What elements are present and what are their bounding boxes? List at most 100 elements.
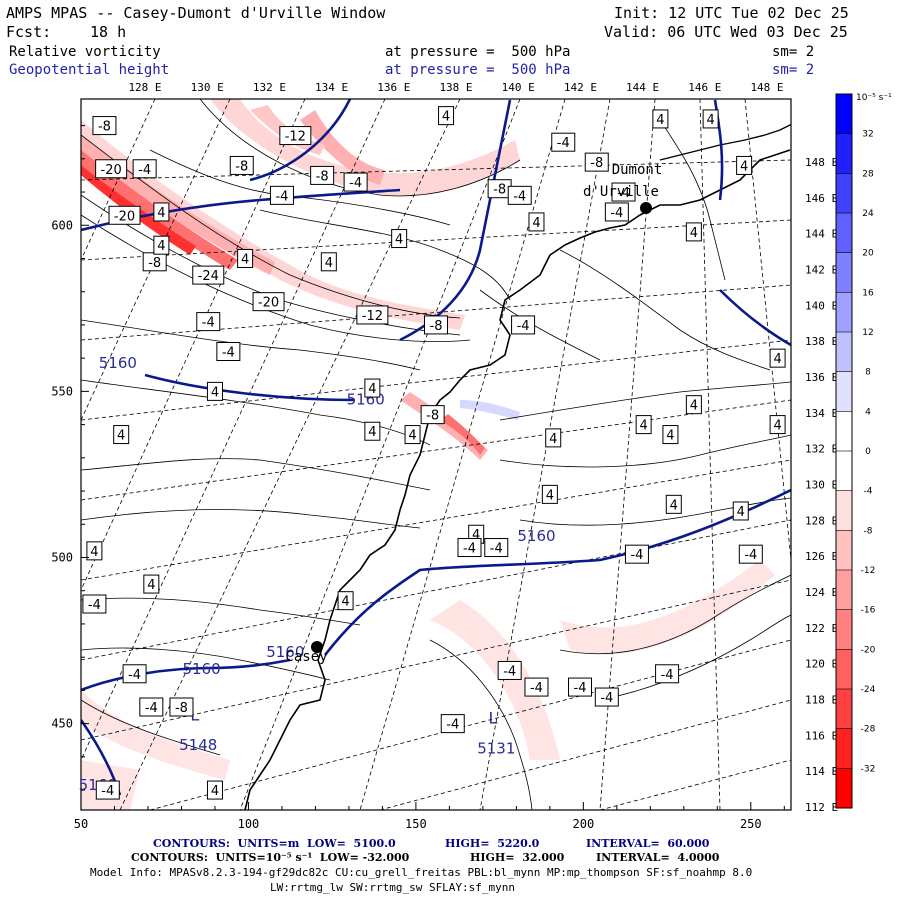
vorticity-label: 4 [113, 425, 130, 445]
vorticity-label-text: -4 [88, 598, 101, 613]
colorbar-segment [836, 213, 852, 254]
footer-vort-contours: CONTOURS: UNITS=10⁻⁵ s⁻¹ LOW= -32.000 [131, 851, 410, 864]
colorbar-segment [836, 570, 852, 611]
vorticity-label: -4 [497, 660, 522, 680]
y-tick-label: 450 [51, 717, 73, 731]
vorticity-label: 4 [635, 415, 652, 435]
vorticity-label: -4 [343, 172, 368, 192]
vorticity-label: -8 [420, 405, 445, 425]
vorticity-label-text: -4 [600, 691, 613, 706]
vorticity-label-box [662, 425, 679, 445]
footer-height-interval: INTERVAL= 60.000 [586, 837, 710, 850]
vorticity-label-text: -8 [148, 256, 161, 271]
right-lon-label: 136 E [805, 371, 838, 384]
vorticity-label-box [524, 677, 549, 697]
colorbar-label: 0 [865, 447, 871, 457]
vorticity-label-box [153, 202, 170, 222]
vorticity-label: 4 [541, 484, 558, 504]
vorticity-label-text: -8 [316, 169, 329, 184]
vorticity-label-box [594, 687, 619, 707]
vorticity-label: -4 [551, 132, 576, 152]
vorticity-label-box [507, 185, 532, 205]
vorticity-label: 4 [364, 421, 381, 441]
vorticity-label: -4 [655, 664, 680, 684]
vorticity-label-box [364, 421, 381, 441]
top-lon-label: 128 E [128, 81, 161, 94]
right-lon-label: 132 E [805, 443, 838, 456]
vorticity-label-box [685, 395, 702, 415]
height-label: 5160 [182, 660, 220, 678]
right-lon-label: 124 E [805, 586, 838, 599]
vorticity-label: 4 [391, 229, 408, 249]
right-lon-label: 130 E [805, 479, 838, 492]
vorticity-label-text: 4 [656, 113, 664, 128]
vorticity-label-text: 4 [773, 352, 781, 367]
vorticity-label: 4 [337, 591, 354, 611]
vorticity-label: -4 [457, 538, 482, 558]
vorticity-label-box [169, 697, 194, 717]
vorticity-label-text: 4 [546, 488, 554, 503]
vorticity-label: -4 [139, 697, 164, 717]
vorticity-label-text: 4 [670, 498, 678, 513]
vorticity-label-text: -4 [145, 701, 158, 716]
vorticity-label: -4 [507, 185, 532, 205]
vorticity-label-box [132, 159, 157, 179]
vorticity-label-text: -4 [661, 668, 674, 683]
station-markers [311, 202, 652, 653]
lat-lon-grid [81, 99, 791, 810]
vorticity-label: 4 [662, 425, 679, 445]
vorticity-label-box [484, 538, 509, 558]
vorticity-label-text: -4 [557, 136, 570, 151]
valid-time: Valid: 06 UTC Wed 03 Dec 25 [604, 23, 848, 41]
vorticity-label: 4 [769, 415, 786, 435]
vorticity-label-text: 4 [341, 595, 349, 610]
vorticity-contours [81, 99, 791, 810]
vorticity-label-text: 4 [408, 429, 416, 444]
right-lon-label: 146 E [805, 192, 838, 205]
top-lon-label: 134 E [315, 81, 348, 94]
casey-marker [311, 641, 323, 653]
vorticity-label-box [665, 494, 682, 514]
vorticity-label: 4 [685, 395, 702, 415]
vorticity-label-box [611, 182, 636, 202]
colorbar-segment [836, 371, 852, 412]
top-lon-label: 130 E [191, 81, 224, 94]
vorticity-label-box [216, 342, 241, 362]
vorticity-label-text: 4 [773, 419, 781, 434]
vorticity-label-text: -8 [175, 701, 188, 716]
vorticity-label: 4 [206, 381, 223, 401]
vorticity-label-text: -20 [101, 163, 122, 178]
colorbar-label: -16 [861, 606, 876, 616]
station-name-durville: d'Urville [583, 184, 659, 200]
height-label: 5160 [99, 354, 137, 372]
right-lon-label: 134 E [805, 407, 838, 420]
vorticity-label-box [139, 697, 164, 717]
vorticity-label: -4 [594, 687, 619, 707]
vorticity-label-box [269, 185, 294, 205]
vorticity-label-box [343, 172, 368, 192]
station-name-dumont: Dumont [612, 162, 663, 178]
vorticity-label: -4 [196, 312, 221, 332]
vorticity-label: 4 [438, 106, 455, 126]
colorbar-label: -24 [861, 685, 876, 695]
vorticity-label-text: -24 [198, 269, 219, 284]
right-lon-label: 122 E [805, 622, 838, 635]
right-lon-label: 138 E [805, 335, 838, 348]
vorticity-label-text: 4 [147, 578, 155, 593]
colorbar-segment [836, 173, 852, 214]
vorticity-label-text: -4 [610, 206, 623, 221]
vorticity-label-box [655, 664, 680, 684]
colorbar-label: 24 [862, 209, 874, 219]
vorticity-label-text: -4 [275, 189, 288, 204]
vorticity-label-box [568, 677, 593, 697]
vorticity-label: 4 [153, 235, 170, 255]
vorticity-label-box [95, 780, 120, 800]
vorticity-label: -24 [192, 265, 225, 285]
vorticity-label-box [624, 544, 649, 564]
vorticity-label-text: -20 [258, 296, 279, 311]
colorbar-label: -8 [864, 526, 873, 536]
colorbar: 32 28 24 20 16 12 8 4 0 -4 -8 -12 -16 -20 -24 -28 -32 10⁻… [835, 93, 892, 809]
field2-name: Geopotential height [9, 62, 170, 78]
right-lon-label: 120 E [805, 658, 838, 671]
top-lon-label: 138 E [439, 81, 472, 94]
